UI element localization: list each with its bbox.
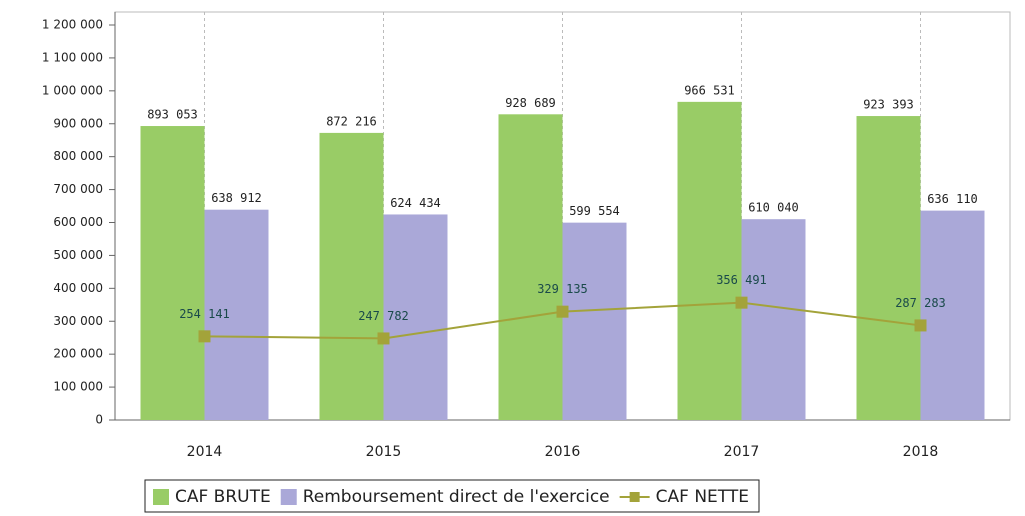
x-tick-label: 2016 — [545, 444, 581, 460]
value-label: 247 782 — [358, 309, 409, 323]
y-tick-label: 100 000 — [53, 380, 103, 394]
y-tick-label: 200 000 — [53, 347, 103, 361]
y-tick-label: 600 000 — [53, 215, 103, 229]
bar — [562, 222, 627, 420]
value-label: 636 110 — [927, 192, 978, 206]
value-label: 923 393 — [863, 98, 914, 112]
value-label: 287 283 — [895, 296, 946, 310]
bar — [741, 219, 806, 420]
legend-swatch — [280, 489, 297, 505]
value-label: 928 689 — [505, 96, 556, 110]
x-tick-label: 2014 — [187, 444, 223, 460]
line-marker — [735, 296, 748, 309]
y-tick-label: 700 000 — [53, 182, 103, 196]
legend-label: CAF BRUTE — [175, 487, 271, 507]
value-label: 610 040 — [748, 201, 799, 215]
value-label: 356 491 — [716, 273, 767, 287]
y-tick-label: 1 000 000 — [42, 83, 103, 97]
y-tick-label: 400 000 — [53, 281, 103, 295]
legend-swatch — [629, 492, 640, 502]
y-tick-label: 0 — [95, 413, 103, 427]
bar — [204, 209, 269, 420]
value-label: 893 053 — [147, 108, 198, 122]
value-label: 599 554 — [569, 204, 620, 218]
y-tick-label: 900 000 — [53, 116, 103, 130]
legend — [144, 479, 760, 513]
line-marker — [377, 332, 390, 345]
bar — [920, 210, 985, 420]
x-tick-label: 2018 — [903, 444, 939, 460]
bar — [319, 132, 384, 420]
value-label: 872 216 — [326, 114, 377, 128]
x-tick-label: 2015 — [366, 444, 402, 460]
value-label: 624 434 — [390, 196, 441, 210]
y-tick-label: 300 000 — [53, 314, 103, 328]
value-label: 254 141 — [179, 307, 230, 321]
value-label: 329 135 — [537, 282, 588, 296]
bar — [677, 101, 742, 420]
line-marker — [556, 305, 569, 318]
legend-label: CAF NETTE — [656, 487, 749, 507]
y-tick-label: 1 100 000 — [42, 50, 103, 64]
y-tick-label: 1 200 000 — [42, 18, 103, 32]
value-label: 638 912 — [211, 191, 262, 205]
legend-label: Remboursement direct de l'exercice — [303, 487, 610, 507]
legend-swatch — [153, 489, 169, 505]
x-tick-label: 2017 — [724, 444, 760, 460]
value-label: 966 531 — [684, 83, 735, 97]
y-tick-label: 500 000 — [53, 248, 103, 262]
line-marker — [914, 319, 927, 332]
bar — [856, 116, 921, 420]
bar — [383, 214, 448, 420]
line-marker — [198, 330, 211, 343]
bar — [498, 114, 563, 421]
bar — [140, 126, 205, 421]
y-tick-label: 800 000 — [53, 149, 103, 163]
